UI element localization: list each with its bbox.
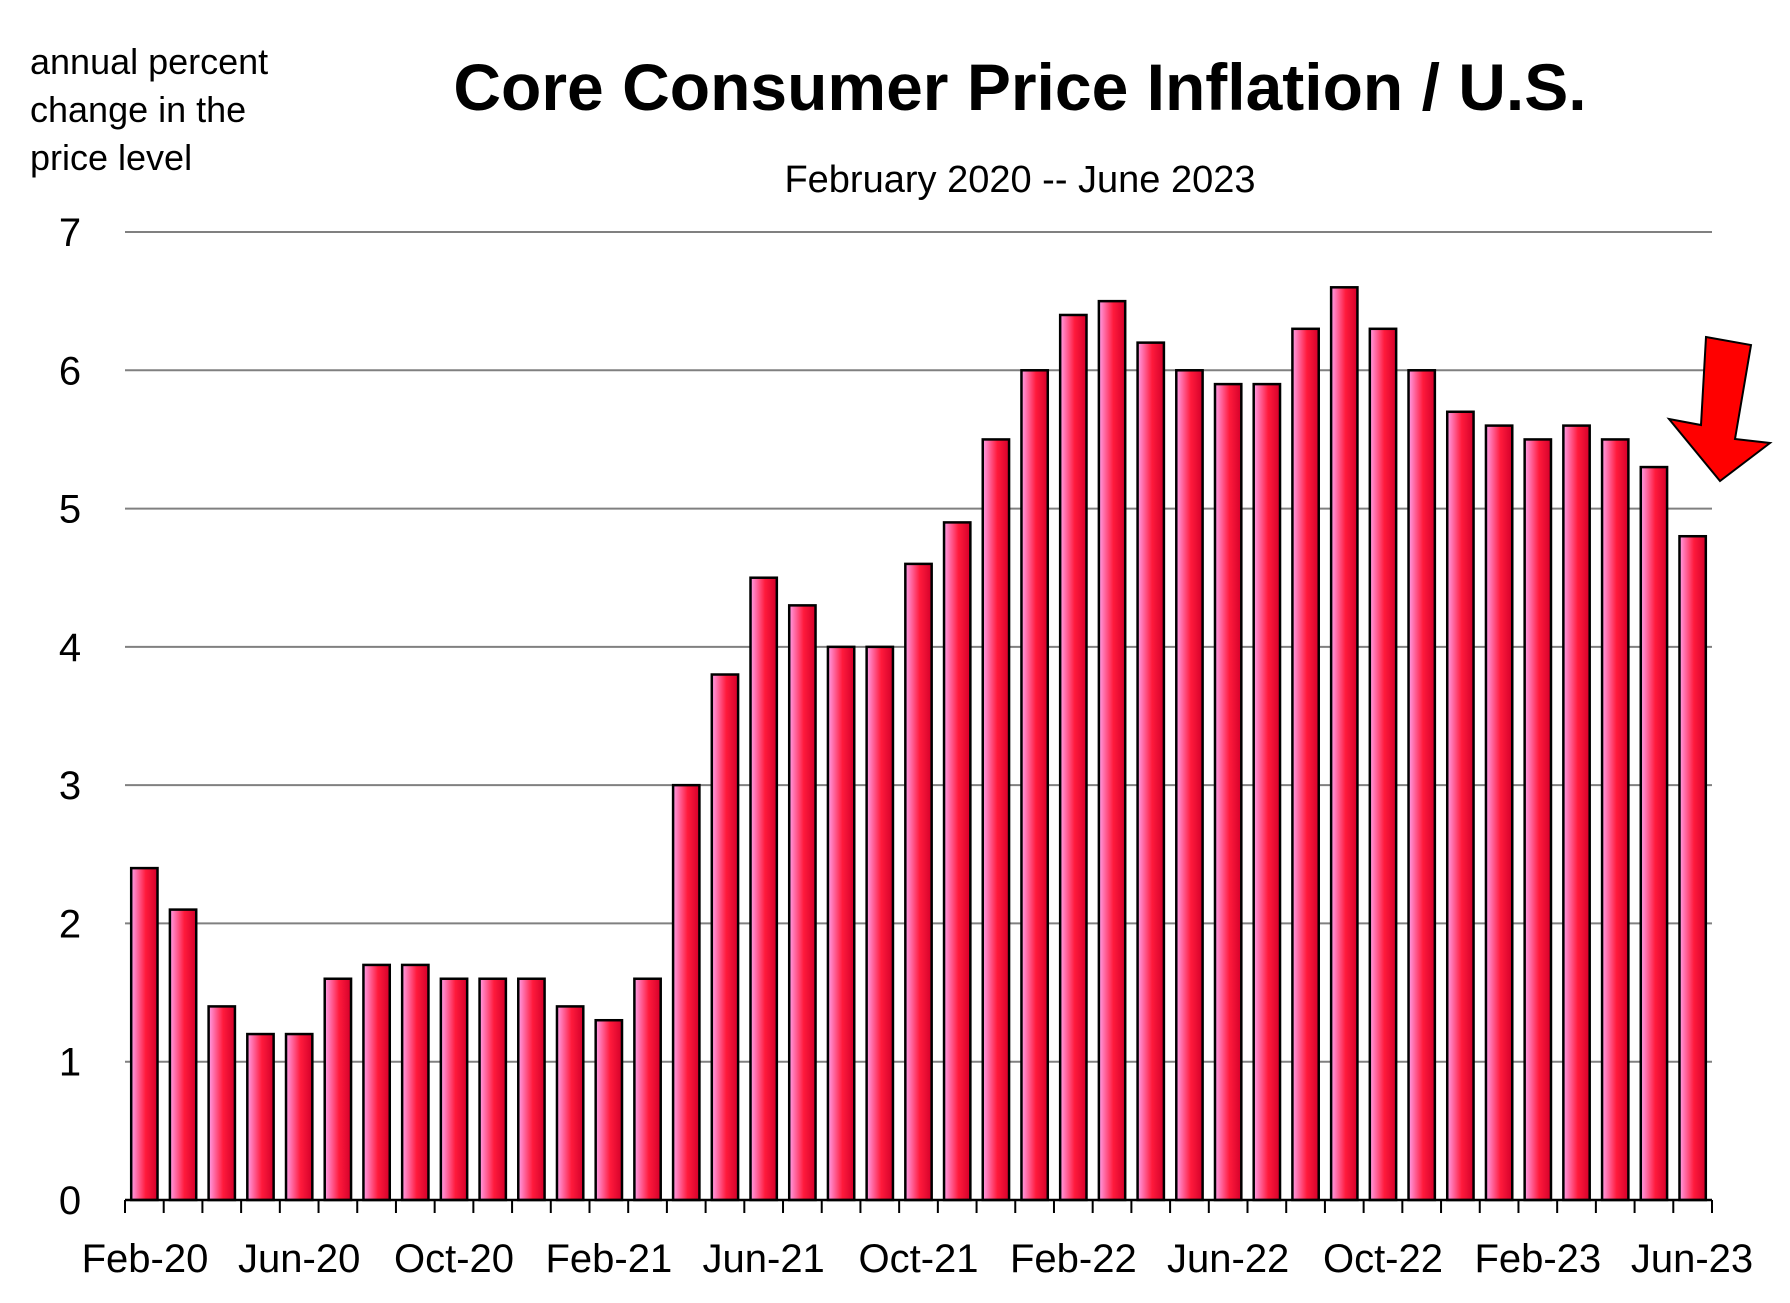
y-tick-label: 3 [59, 764, 81, 808]
bar [246, 1032, 275, 1202]
x-tick-label: Oct-21 [858, 1237, 978, 1281]
bar [323, 977, 353, 1202]
bar [1639, 465, 1669, 1202]
y-axis-label-line: annual percent [30, 41, 268, 82]
bar [1678, 534, 1708, 1202]
y-tick-label: 5 [59, 488, 81, 532]
bar [1175, 369, 1204, 1202]
x-tick-label: Oct-20 [394, 1237, 514, 1281]
bar [1097, 299, 1127, 1202]
bars [129, 286, 1708, 1202]
bar [362, 963, 392, 1202]
x-tick-label: Feb-22 [1010, 1237, 1137, 1281]
bar [749, 576, 779, 1202]
bar [1252, 382, 1282, 1202]
bar [555, 1005, 585, 1202]
bar [1136, 341, 1166, 1202]
bar [1058, 313, 1088, 1202]
x-tick-label: Jun-23 [1631, 1237, 1753, 1281]
chart-subtitle: February 2020 -- June 2023 [784, 159, 1255, 201]
x-tick-label: Feb-23 [1474, 1237, 1601, 1281]
y-tick-label: 1 [59, 1041, 81, 1085]
y-tick-label: 6 [59, 349, 81, 393]
bar [1600, 438, 1630, 1202]
bar [517, 977, 546, 1202]
bar [129, 866, 159, 1202]
x-tick-label: Jun-21 [703, 1237, 825, 1281]
y-axis-label-line: price level [30, 137, 192, 178]
bar [1562, 424, 1591, 1202]
y-tick-label: 7 [59, 211, 81, 255]
bar [1484, 424, 1514, 1202]
bar [942, 521, 972, 1202]
bar [439, 977, 469, 1202]
bar [400, 963, 430, 1202]
y-tick-label: 4 [59, 626, 81, 670]
bar [594, 1018, 624, 1202]
x-tick-label: Feb-20 [82, 1237, 209, 1281]
chart-title: Core Consumer Price Inflation / U.S. [453, 50, 1586, 124]
y-axis-ticks: 0 1 2 3 4 5 6 7 [59, 211, 81, 1223]
y-axis-label-line: change in the [30, 89, 246, 130]
bar [710, 673, 740, 1202]
bar [284, 1032, 314, 1202]
y-axis-label: annual percent change in the price level [30, 41, 268, 178]
x-axis [124, 1198, 1713, 1213]
bar [981, 438, 1011, 1202]
bar [671, 783, 701, 1202]
y-tick-label: 2 [59, 902, 81, 946]
x-axis-tick-labels: Feb-20 Jun-20 Oct-20 Feb-21 Jun-21 Oct-21 Feb-… [82, 1237, 1754, 1281]
bar [1407, 369, 1437, 1202]
x-tick-label: Oct-22 [1323, 1237, 1443, 1281]
bar [1291, 327, 1320, 1202]
bar [1368, 327, 1398, 1202]
x-tick-label: Jun-22 [1167, 1237, 1289, 1281]
bar [865, 645, 895, 1202]
bar [633, 977, 662, 1202]
x-tick-label: Jun-20 [238, 1237, 360, 1281]
bar [1329, 286, 1359, 1202]
bar [787, 604, 817, 1202]
bar [207, 1005, 237, 1202]
bar [904, 562, 933, 1202]
x-tick-label: Feb-21 [545, 1237, 672, 1281]
bar [1445, 410, 1475, 1202]
y-tick-label: 0 [59, 1179, 81, 1223]
down-arrow-icon [1666, 335, 1773, 483]
bar [1020, 369, 1050, 1202]
bar [826, 645, 856, 1202]
bar [1523, 438, 1553, 1202]
bar [478, 977, 508, 1202]
bar [168, 908, 198, 1202]
bar [1213, 382, 1243, 1202]
